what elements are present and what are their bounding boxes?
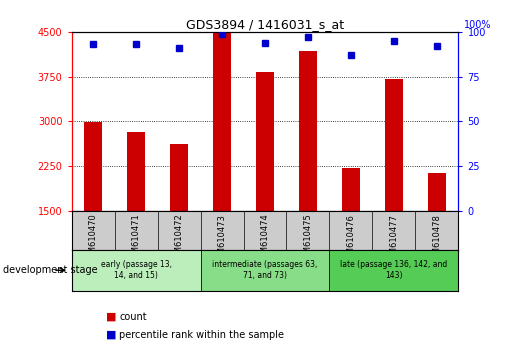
Bar: [127, 132, 145, 211]
Text: GSM610477: GSM610477: [390, 214, 399, 265]
Text: GSM610470: GSM610470: [89, 214, 98, 264]
Bar: [330, 250, 458, 291]
Text: GSM610473: GSM610473: [217, 214, 226, 265]
Text: early (passage 13,
14, and 15): early (passage 13, 14, and 15): [101, 260, 172, 280]
Text: GSM610478: GSM610478: [432, 214, 441, 265]
Text: GSM610471: GSM610471: [131, 214, 140, 264]
Bar: [342, 168, 359, 211]
Text: GSM610472: GSM610472: [174, 214, 183, 264]
Text: ■: ■: [106, 312, 117, 322]
Bar: [385, 79, 403, 211]
Text: GSM610475: GSM610475: [304, 214, 313, 264]
Text: count: count: [119, 312, 147, 322]
Text: GSM610474: GSM610474: [261, 214, 269, 264]
Bar: [299, 51, 316, 211]
Bar: [200, 250, 330, 291]
Title: GDS3894 / 1416031_s_at: GDS3894 / 1416031_s_at: [186, 18, 344, 31]
Bar: [214, 33, 231, 211]
Text: percentile rank within the sample: percentile rank within the sample: [119, 330, 284, 339]
Bar: [428, 173, 446, 211]
Text: late (passage 136, 142, and
143): late (passage 136, 142, and 143): [340, 260, 448, 280]
Bar: [171, 144, 188, 211]
Text: development stage: development stage: [3, 265, 98, 275]
Bar: [72, 250, 200, 291]
Bar: [84, 122, 102, 211]
Text: intermediate (passages 63,
71, and 73): intermediate (passages 63, 71, and 73): [213, 260, 317, 280]
Text: 100%: 100%: [464, 20, 491, 30]
Text: GSM610476: GSM610476: [347, 214, 356, 265]
Bar: [257, 72, 273, 211]
Text: ■: ■: [106, 330, 117, 339]
